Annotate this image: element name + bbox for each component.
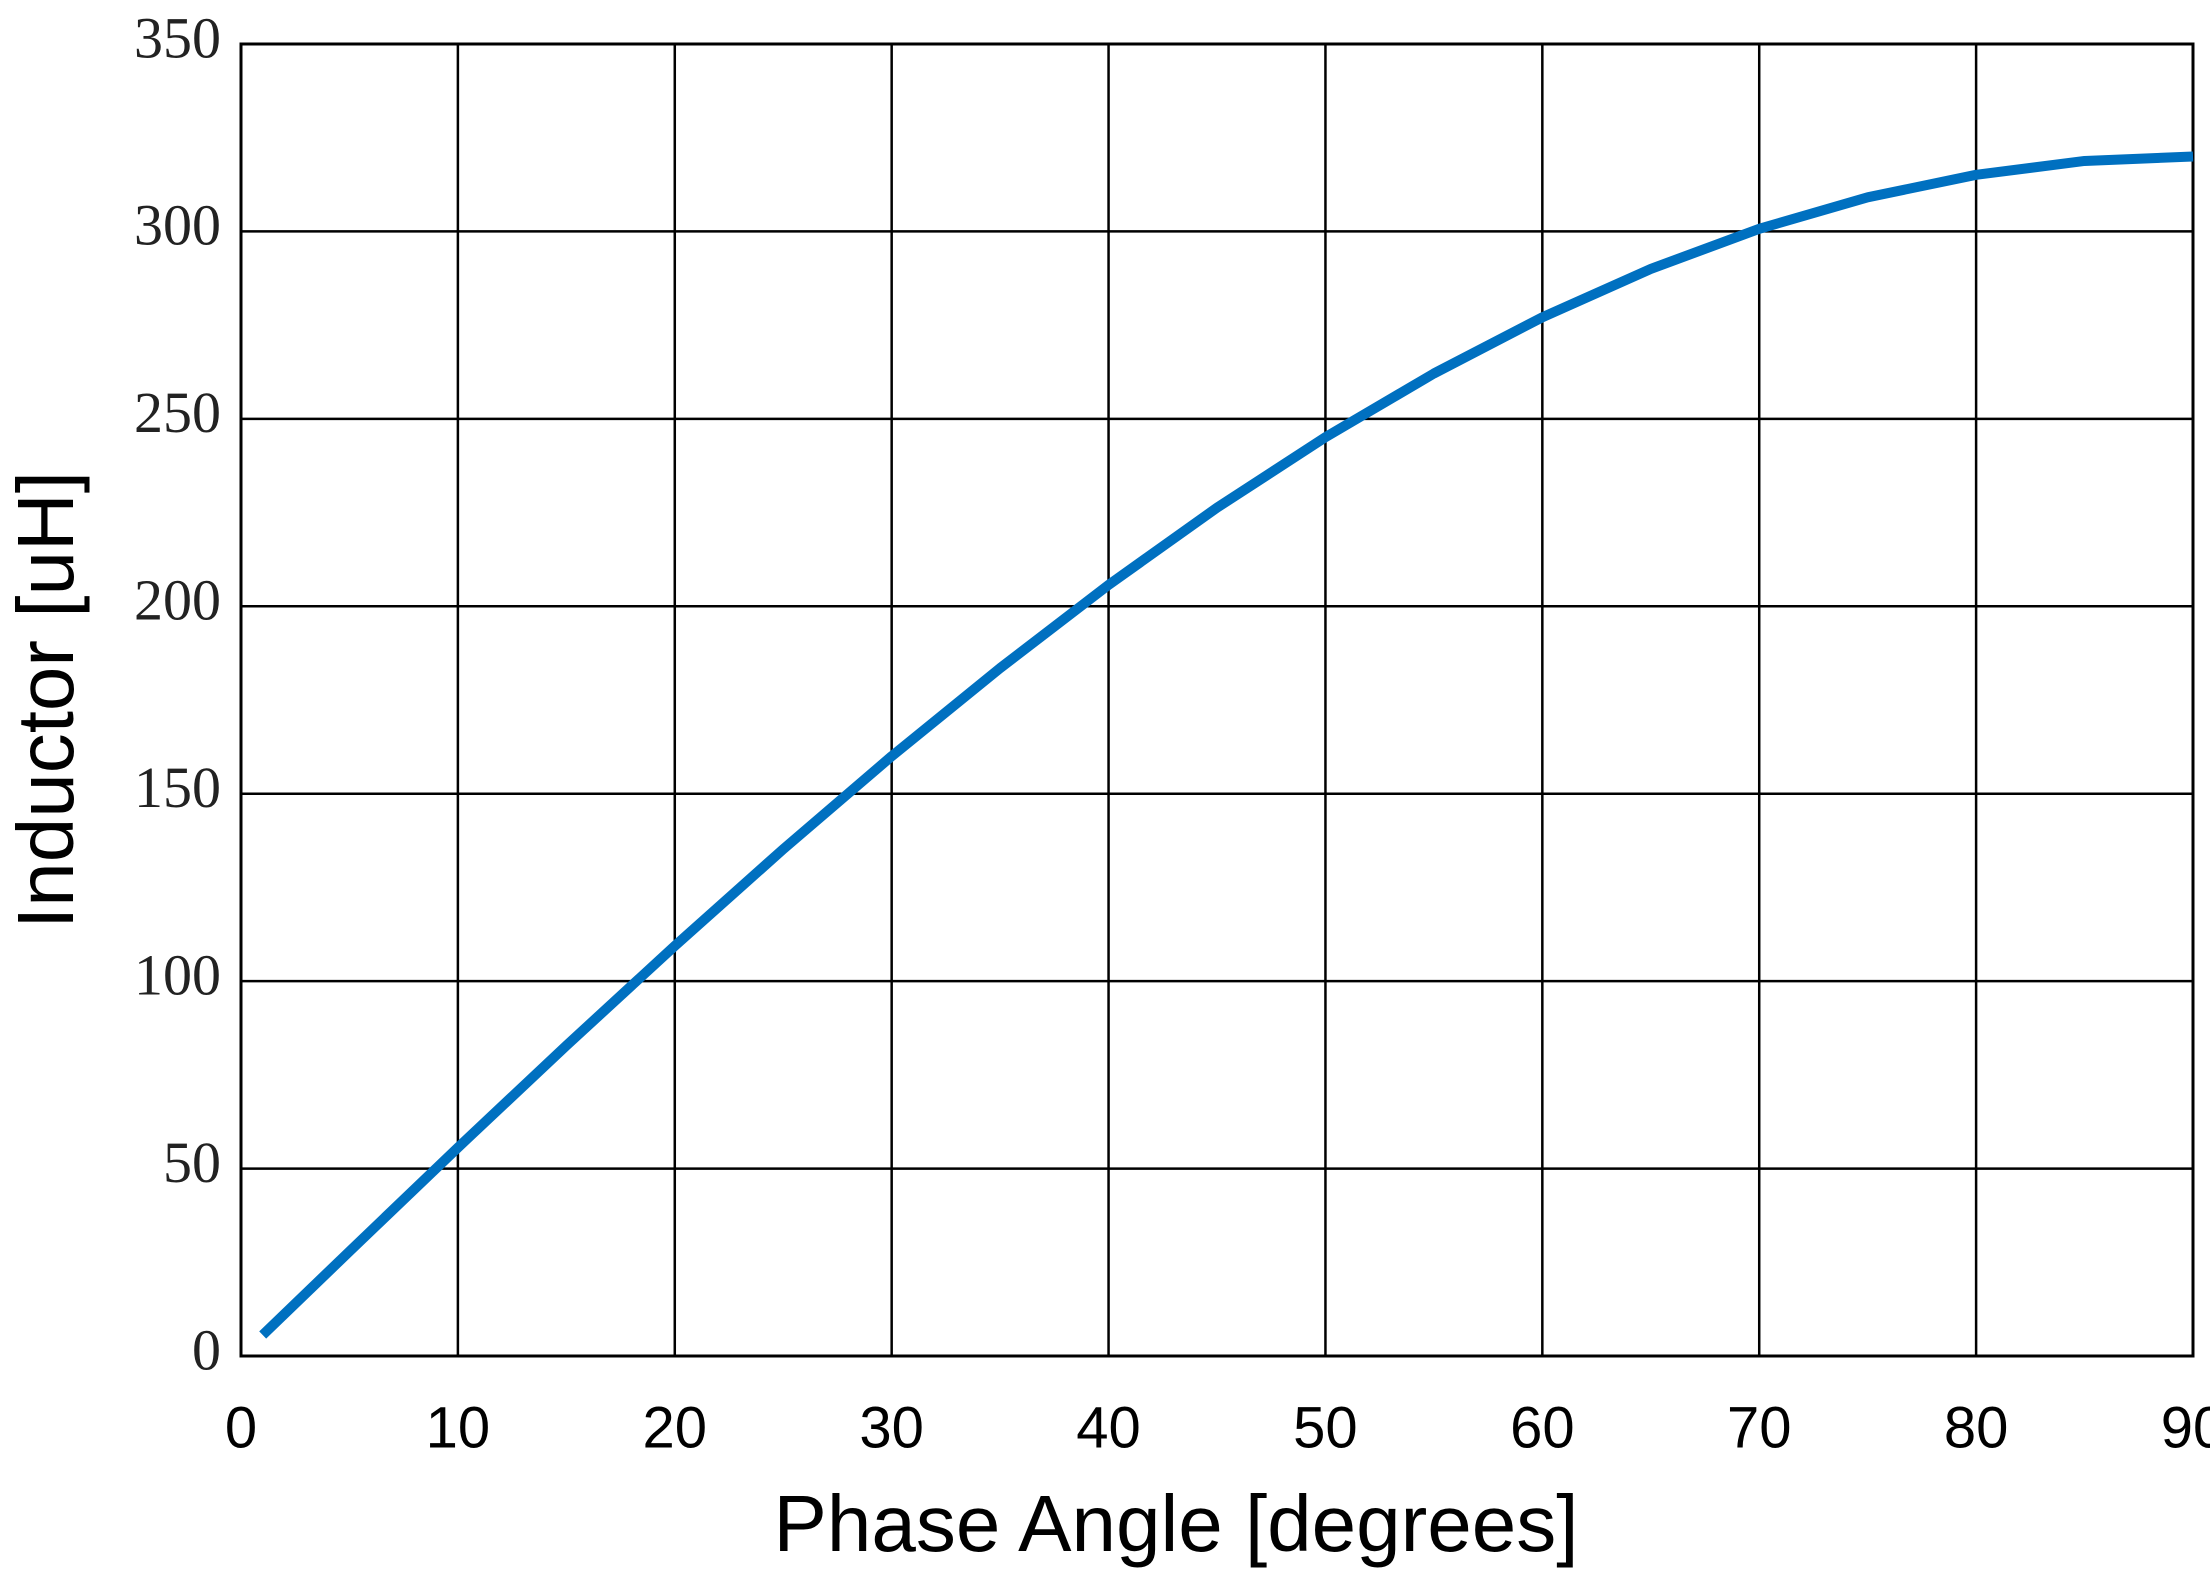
x-tick-label: 0 (225, 1395, 257, 1460)
x-tick-label: 70 (1727, 1395, 1792, 1460)
y-tick-label: 350 (134, 5, 221, 70)
y-tick-label: 250 (134, 380, 221, 445)
x-tick-label: 80 (1944, 1395, 2009, 1460)
y-tick-label: 150 (134, 755, 221, 820)
x-tick-label: 60 (1510, 1395, 1575, 1460)
x-tick-label: 50 (1293, 1395, 1358, 1460)
y-tick-label: 50 (163, 1130, 221, 1195)
y-tick-label: 0 (192, 1317, 221, 1382)
x-tick-label: 20 (643, 1395, 708, 1460)
y-tick-label: 300 (134, 193, 221, 258)
y-tick-label: 200 (134, 568, 221, 633)
plot-frame (239, 42, 2195, 1358)
data-line (259, 151, 2194, 1339)
y-axis-title: Inductor [uH] (1, 471, 90, 929)
x-axis-title: Phase Angle [degrees] (773, 1479, 1578, 1568)
x-tick-label: 40 (1076, 1395, 1141, 1460)
x-tick-label: 90 (2161, 1395, 2210, 1460)
x-tick-label: 10 (426, 1395, 491, 1460)
y-tick-label: 100 (134, 942, 221, 1007)
x-tick-label: 30 (859, 1395, 924, 1460)
